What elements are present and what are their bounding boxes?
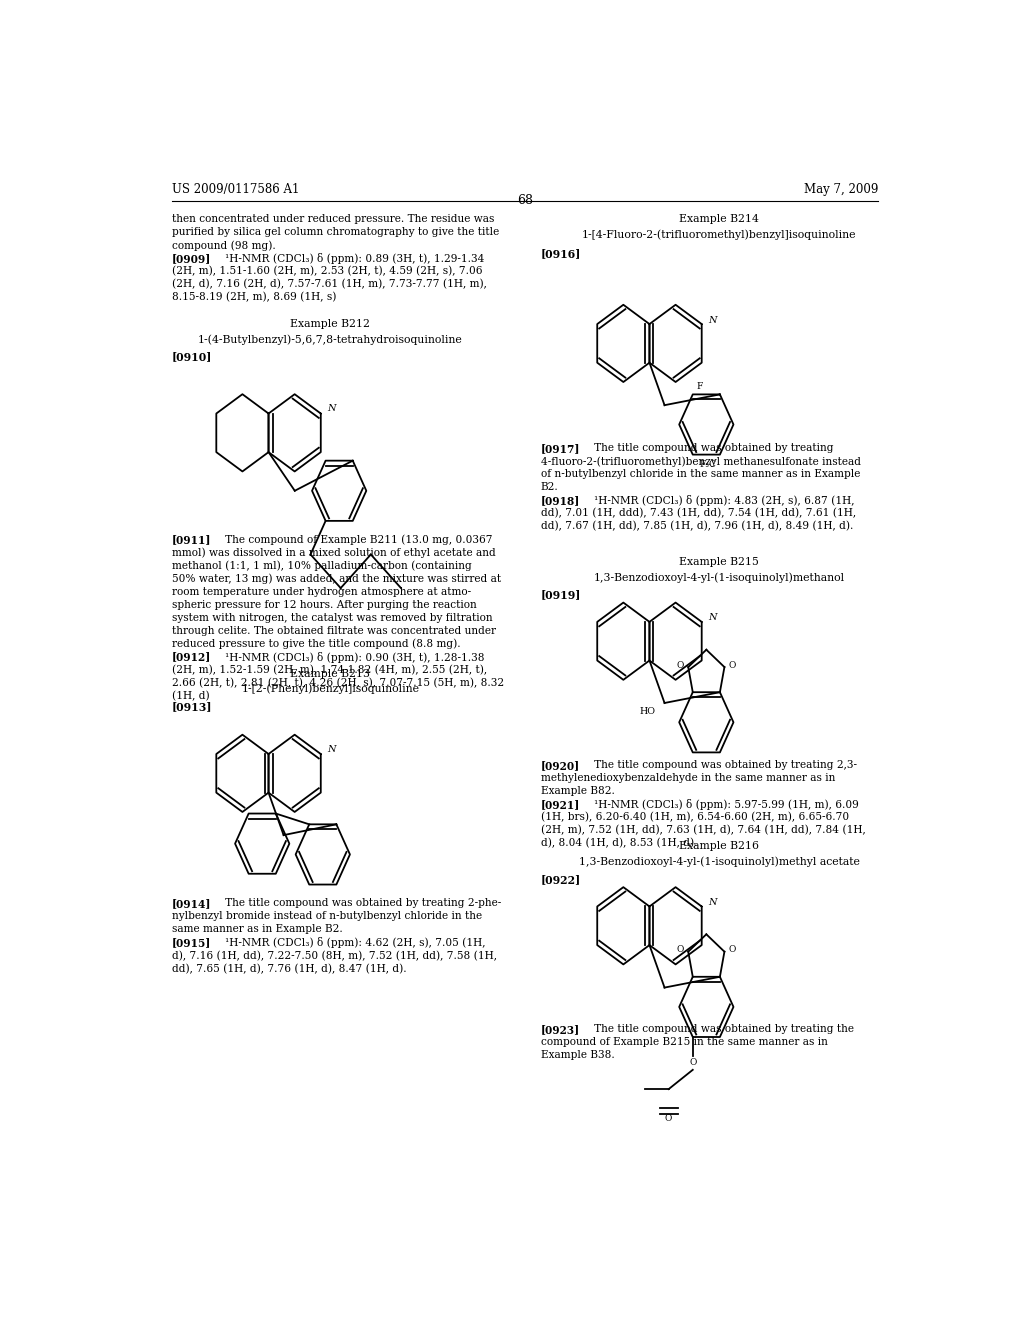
Text: ¹H-NMR (CDCl₃) δ (ppm): 4.62 (2H, s), 7.05 (1H,: ¹H-NMR (CDCl₃) δ (ppm): 4.62 (2H, s), 7.… [215, 937, 485, 948]
Text: room temperature under hydrogen atmosphere at atmo-: room temperature under hydrogen atmosphe… [172, 586, 471, 597]
Text: [0914]: [0914] [172, 899, 211, 909]
Text: 8.15-8.19 (2H, m), 8.69 (1H, s): 8.15-8.19 (2H, m), 8.69 (1H, s) [172, 292, 336, 302]
Text: 1-[4-Fluoro-2-(trifluoromethyl)benzyl]isoquinoline: 1-[4-Fluoro-2-(trifluoromethyl)benzyl]is… [582, 230, 856, 240]
Text: through celite. The obtained filtrate was concentrated under: through celite. The obtained filtrate wa… [172, 626, 496, 635]
Text: US 2009/0117586 A1: US 2009/0117586 A1 [172, 182, 299, 195]
Text: [0910]: [0910] [172, 351, 212, 363]
Text: (2H, m), 1.51-1.60 (2H, m), 2.53 (2H, t), 4.59 (2H, s), 7.06: (2H, m), 1.51-1.60 (2H, m), 2.53 (2H, t)… [172, 267, 482, 277]
Text: ¹H-NMR (CDCl₃) δ (ppm): 4.83 (2H, s), 6.87 (1H,: ¹H-NMR (CDCl₃) δ (ppm): 4.83 (2H, s), 6.… [585, 495, 855, 506]
Text: (2H, m), 1.52-1.59 (2H, m), 1.74-1.82 (4H, m), 2.55 (2H, t),: (2H, m), 1.52-1.59 (2H, m), 1.74-1.82 (4… [172, 664, 486, 675]
Text: O: O [689, 1059, 696, 1068]
Text: methylenedioxybenzaldehyde in the same manner as in: methylenedioxybenzaldehyde in the same m… [541, 774, 835, 783]
Text: same manner as in Example B2.: same manner as in Example B2. [172, 924, 342, 935]
Text: (1H, d): (1H, d) [172, 690, 209, 701]
Text: Example B213: Example B213 [291, 669, 371, 678]
Text: [0920]: [0920] [541, 760, 580, 771]
Text: N: N [327, 404, 336, 413]
Text: methanol (1:1, 1 ml), 10% palladium-carbon (containing: methanol (1:1, 1 ml), 10% palladium-carb… [172, 561, 471, 572]
Text: The compound of Example B211 (13.0 mg, 0.0367: The compound of Example B211 (13.0 mg, 0… [215, 535, 493, 545]
Text: dd), 7.65 (1H, d), 7.76 (1H, d), 8.47 (1H, d).: dd), 7.65 (1H, d), 7.76 (1H, d), 8.47 (1… [172, 964, 407, 974]
Text: N: N [327, 746, 336, 755]
Text: N: N [708, 315, 717, 325]
Text: system with nitrogen, the catalyst was removed by filtration: system with nitrogen, the catalyst was r… [172, 612, 493, 623]
Text: ¹H-NMR (CDCl₃) δ (ppm): 0.89 (3H, t), 1.29-1.34: ¹H-NMR (CDCl₃) δ (ppm): 0.89 (3H, t), 1.… [215, 253, 484, 264]
Text: of n-butylbenzyl chloride in the same manner as in Example: of n-butylbenzyl chloride in the same ma… [541, 469, 860, 479]
Text: mmol) was dissolved in a mixed solution of ethyl acetate and: mmol) was dissolved in a mixed solution … [172, 548, 496, 558]
Text: B2.: B2. [541, 482, 558, 492]
Text: d), 7.16 (1H, dd), 7.22-7.50 (8H, m), 7.52 (1H, dd), 7.58 (1H,: d), 7.16 (1H, dd), 7.22-7.50 (8H, m), 7.… [172, 950, 497, 961]
Text: Example B214: Example B214 [679, 214, 759, 224]
Text: O: O [728, 945, 736, 954]
Text: [0913]: [0913] [172, 701, 212, 713]
Text: HO: HO [640, 706, 655, 715]
Text: [0921]: [0921] [541, 799, 580, 810]
Text: [0917]: [0917] [541, 444, 581, 454]
Text: N: N [708, 614, 717, 622]
Text: ¹H-NMR (CDCl₃) δ (ppm): 5.97-5.99 (1H, m), 6.09: ¹H-NMR (CDCl₃) δ (ppm): 5.97-5.99 (1H, m… [585, 799, 859, 810]
Text: [0923]: [0923] [541, 1024, 580, 1035]
Text: spheric pressure for 12 hours. After purging the reaction: spheric pressure for 12 hours. After pur… [172, 599, 476, 610]
Text: 1,3-Benzodioxoyl-4-yl-(1-isoquinolyl)methanol: 1,3-Benzodioxoyl-4-yl-(1-isoquinolyl)met… [594, 572, 845, 582]
Text: dd), 7.67 (1H, dd), 7.85 (1H, d), 7.96 (1H, d), 8.49 (1H, d).: dd), 7.67 (1H, dd), 7.85 (1H, d), 7.96 (… [541, 521, 853, 532]
Text: compound of Example B215 in the same manner as in: compound of Example B215 in the same man… [541, 1038, 827, 1047]
Text: [0915]: [0915] [172, 937, 211, 948]
Text: nylbenzyl bromide instead of n-butylbenzyl chloride in the: nylbenzyl bromide instead of n-butylbenz… [172, 911, 481, 921]
Text: O: O [665, 1114, 673, 1123]
Text: 1,3-Benzodioxoyl-4-yl-(1-isoquinolyl)methyl acetate: 1,3-Benzodioxoyl-4-yl-(1-isoquinolyl)met… [579, 857, 860, 867]
Text: [0922]: [0922] [541, 874, 581, 884]
Text: ¹H-NMR (CDCl₃) δ (ppm): 0.90 (3H, t), 1.28-1.38: ¹H-NMR (CDCl₃) δ (ppm): 0.90 (3H, t), 1.… [215, 652, 484, 663]
Text: Example B212: Example B212 [291, 319, 371, 329]
Text: reduced pressure to give the title compound (8.8 mg).: reduced pressure to give the title compo… [172, 639, 460, 649]
Text: The title compound was obtained by treating the: The title compound was obtained by treat… [585, 1024, 854, 1035]
Text: 1-(4-Butylbenzyl)-5,6,7,8-tetrahydroisoquinoline: 1-(4-Butylbenzyl)-5,6,7,8-tetrahydroisoq… [198, 334, 463, 345]
Text: Example B82.: Example B82. [541, 787, 614, 796]
Text: May 7, 2009: May 7, 2009 [804, 182, 878, 195]
Text: O: O [677, 660, 684, 669]
Text: Example B216: Example B216 [679, 841, 759, 851]
Text: F: F [696, 383, 703, 391]
Text: O: O [728, 660, 736, 669]
Text: Example B38.: Example B38. [541, 1051, 614, 1060]
Text: [0919]: [0919] [541, 589, 581, 601]
Text: F₃C: F₃C [699, 459, 716, 469]
Text: 2.66 (2H, t), 2.81 (2H, t), 4.26 (2H, s), 7.07-7.15 (5H, m), 8.32: 2.66 (2H, t), 2.81 (2H, t), 4.26 (2H, s)… [172, 677, 504, 688]
Text: O: O [677, 945, 684, 954]
Text: [0918]: [0918] [541, 495, 580, 506]
Text: (2H, m), 7.52 (1H, dd), 7.63 (1H, d), 7.64 (1H, dd), 7.84 (1H,: (2H, m), 7.52 (1H, dd), 7.63 (1H, d), 7.… [541, 825, 865, 836]
Text: 4-fluoro-2-(trifluoromethyl)benzyl methanesulfonate instead: 4-fluoro-2-(trifluoromethyl)benzyl metha… [541, 455, 860, 466]
Text: The title compound was obtained by treating: The title compound was obtained by treat… [585, 444, 834, 453]
Text: 50% water, 13 mg) was added, and the mixture was stirred at: 50% water, 13 mg) was added, and the mix… [172, 573, 501, 583]
Text: purified by silica gel column chromatography to give the title: purified by silica gel column chromatogr… [172, 227, 499, 238]
Text: then concentrated under reduced pressure. The residue was: then concentrated under reduced pressure… [172, 214, 494, 224]
Text: 1-[2-(Phenyl)benzyl]isoquinoline: 1-[2-(Phenyl)benzyl]isoquinoline [242, 684, 420, 694]
Text: d), 8.04 (1H, d), 8.53 (1H, d).: d), 8.04 (1H, d), 8.53 (1H, d). [541, 838, 697, 849]
Text: N: N [708, 898, 717, 907]
Text: Example B215: Example B215 [679, 557, 759, 566]
Text: The title compound was obtained by treating 2-phe-: The title compound was obtained by treat… [215, 899, 502, 908]
Text: 68: 68 [517, 194, 532, 207]
Text: dd), 7.01 (1H, ddd), 7.43 (1H, dd), 7.54 (1H, dd), 7.61 (1H,: dd), 7.01 (1H, ddd), 7.43 (1H, dd), 7.54… [541, 508, 856, 519]
Text: [0911]: [0911] [172, 535, 211, 545]
Text: [0916]: [0916] [541, 248, 581, 259]
Text: compound (98 mg).: compound (98 mg). [172, 240, 275, 251]
Text: [0909]: [0909] [172, 253, 211, 264]
Text: (2H, d), 7.16 (2H, d), 7.57-7.61 (1H, m), 7.73-7.77 (1H, m),: (2H, d), 7.16 (2H, d), 7.57-7.61 (1H, m)… [172, 280, 486, 289]
Text: The title compound was obtained by treating 2,3-: The title compound was obtained by treat… [585, 760, 857, 770]
Text: [0912]: [0912] [172, 652, 211, 663]
Text: (1H, brs), 6.20-6.40 (1H, m), 6.54-6.60 (2H, m), 6.65-6.70: (1H, brs), 6.20-6.40 (1H, m), 6.54-6.60 … [541, 812, 849, 822]
